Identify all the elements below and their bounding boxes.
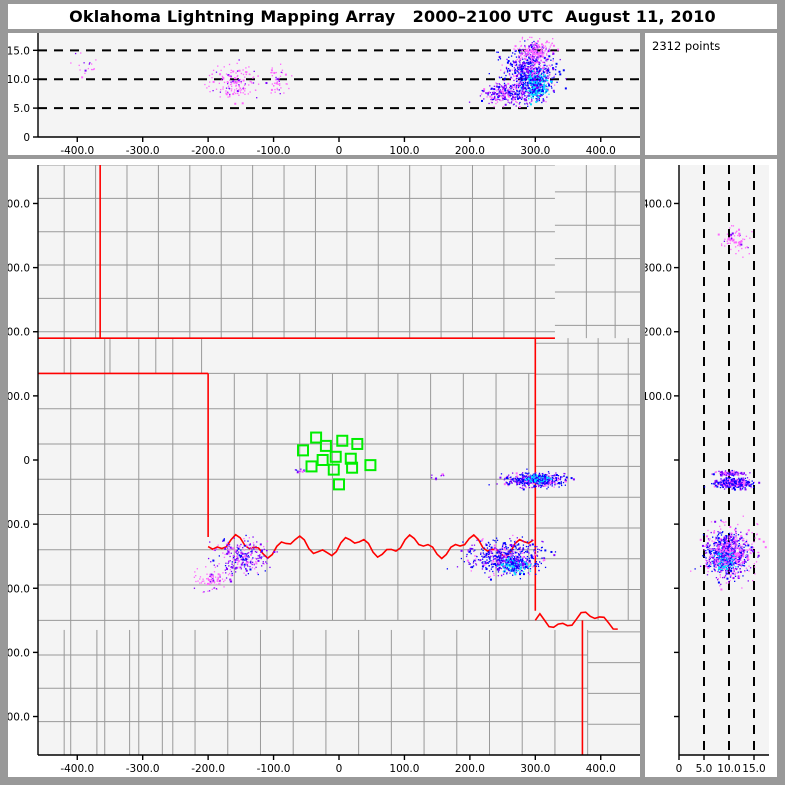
lma-station-marker xyxy=(329,450,342,463)
svg-text:-300.0: -300.0 xyxy=(8,647,30,659)
altitude-vs-east-west-plot[interactable] xyxy=(38,33,640,137)
svg-text:0: 0 xyxy=(23,132,30,144)
svg-text:15.0: 15.0 xyxy=(8,45,30,57)
svg-text:300.0: 300.0 xyxy=(520,145,550,155)
page-title: Oklahoma Lightning Mapping Array 2000–21… xyxy=(69,7,716,26)
svg-text:100.0: 100.0 xyxy=(389,763,419,775)
svg-text:-300.0: -300.0 xyxy=(126,145,160,155)
altitude-vs-east-west-panel: 0 5.0 10.0 15.0 -400.0 -300.0 -200.0 -100.0 0 100… xyxy=(8,33,640,155)
svg-text:400.0: 400.0 xyxy=(586,145,616,155)
lma-station-marker xyxy=(333,478,345,491)
lma-station-marker xyxy=(327,463,340,476)
altitude-vs-east-west-axes: 0 5.0 10.0 15.0 -400.0 -300.0 -200.0 -100.0 0 100… xyxy=(8,33,640,155)
lma-station-marker xyxy=(305,460,318,473)
svg-text:200.0: 200.0 xyxy=(8,327,30,339)
svg-text:-100.0: -100.0 xyxy=(8,519,30,531)
svg-text:200.0: 200.0 xyxy=(455,763,485,775)
svg-text:300.0: 300.0 xyxy=(520,763,550,775)
svg-text:10.0: 10.0 xyxy=(8,74,30,86)
svg-text:-200.0: -200.0 xyxy=(8,583,30,595)
svg-text:100.0: 100.0 xyxy=(8,391,30,403)
svg-text:-200.0: -200.0 xyxy=(191,763,225,775)
svg-text:-400.0: -400.0 xyxy=(8,712,30,724)
altitude-vs-east-west-canvas xyxy=(38,33,640,137)
lma-station-marker xyxy=(336,434,349,447)
svg-text:-100.0: -100.0 xyxy=(257,145,291,155)
svg-text:400.0: 400.0 xyxy=(8,198,30,210)
lma-station-marker xyxy=(364,459,377,472)
plan-view-map-axes: 400.0 300.0 200.0 100.0 0 -100.0 -200.0 -300.0 -… xyxy=(8,165,640,775)
lma-station-marker xyxy=(316,454,329,466)
lma-station-marker xyxy=(346,461,359,474)
altitude-vs-north-south-canvas xyxy=(679,165,769,755)
lma-station-marker xyxy=(310,431,323,444)
svg-text:0: 0 xyxy=(23,455,30,467)
svg-text:200.0: 200.0 xyxy=(455,145,485,155)
svg-text:-400.0: -400.0 xyxy=(60,145,94,155)
svg-text:-100.0: -100.0 xyxy=(257,763,291,775)
svg-text:5.0: 5.0 xyxy=(13,103,30,115)
lma-station-marker xyxy=(344,452,357,465)
point-count-label: 2312 points xyxy=(652,39,721,53)
svg-text:0: 0 xyxy=(336,763,343,775)
svg-text:0: 0 xyxy=(336,145,343,155)
altitude-vs-north-south-plot[interactable] xyxy=(679,165,769,755)
lma-station-marker xyxy=(319,439,332,452)
plan-view-map-panel: 400.0 300.0 200.0 100.0 0 -100.0 -200.0 -300.0 -… xyxy=(8,159,640,777)
lma-station-marker xyxy=(351,437,364,450)
svg-text:-300.0: -300.0 xyxy=(126,763,160,775)
altitude-vs-north-south-panel: 400.0 300.0 200.0 100.0 0 5.0 10.0 15.0 xyxy=(645,159,777,777)
info-panel: 2312 points xyxy=(645,33,777,155)
lma-station-marker xyxy=(297,444,310,457)
svg-text:400.0: 400.0 xyxy=(586,763,616,775)
svg-text:300.0: 300.0 xyxy=(8,263,30,275)
svg-text:-400.0: -400.0 xyxy=(60,763,94,775)
plan-view-map-canvas xyxy=(38,165,640,755)
svg-text:100.0: 100.0 xyxy=(389,145,419,155)
plan-view-map-plot[interactable] xyxy=(38,165,640,755)
title-bar: Oklahoma Lightning Mapping Array 2000–21… xyxy=(8,4,777,29)
svg-text:-200.0: -200.0 xyxy=(191,145,225,155)
